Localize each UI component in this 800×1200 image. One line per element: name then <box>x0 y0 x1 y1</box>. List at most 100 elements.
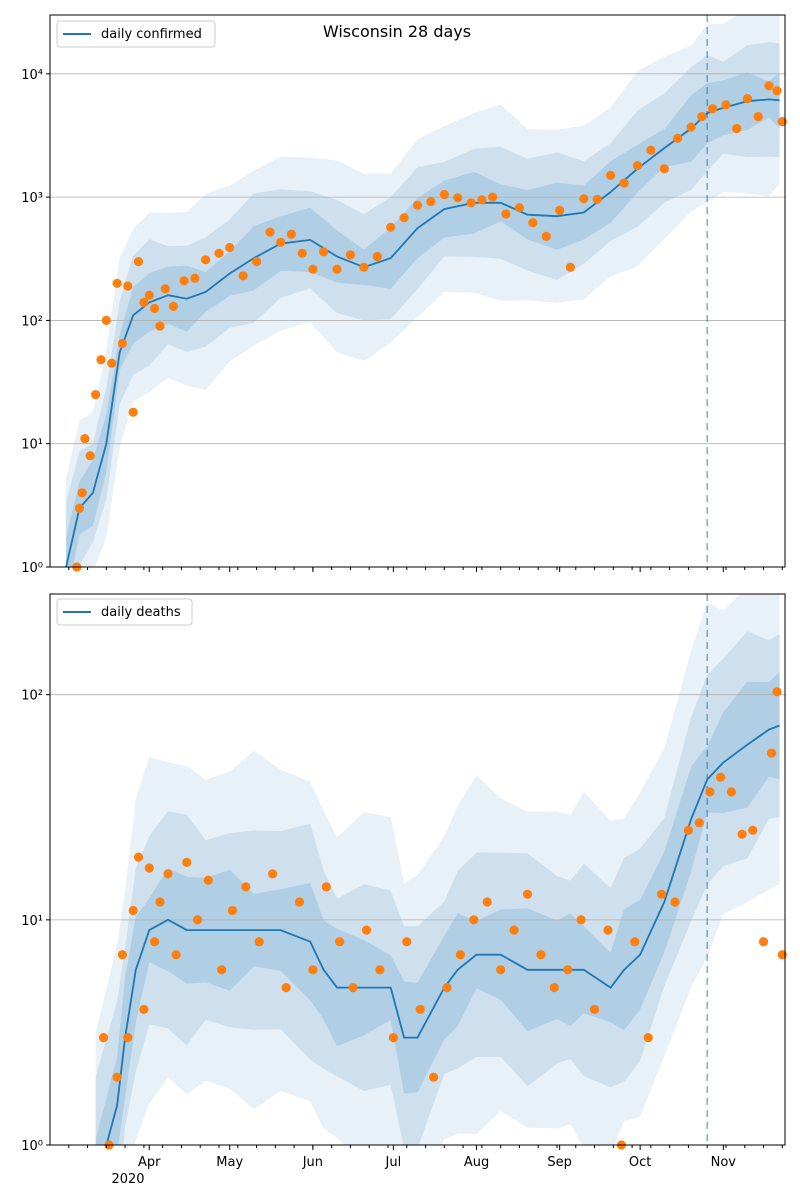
x-year-label: 2020 <box>111 1172 144 1187</box>
observed-point <box>767 748 777 758</box>
observed-point <box>74 503 85 513</box>
deaths-legend: daily deaths <box>56 598 193 626</box>
confirmed-legend-label: daily confirmed <box>101 27 202 42</box>
observed-point <box>107 358 117 368</box>
x-tick-label: May <box>216 1155 243 1170</box>
observed-point <box>496 965 506 975</box>
deaths-legend-box <box>56 598 193 626</box>
x-tick-label: Oct <box>629 1155 651 1170</box>
observed-point <box>541 231 551 241</box>
observed-point <box>753 112 763 122</box>
observed-point <box>375 965 385 975</box>
observed-point <box>579 194 589 204</box>
observed-point <box>80 434 90 444</box>
confirmed-axes-frame <box>49 14 786 568</box>
deaths-series-line <box>105 724 780 1145</box>
x-tick-label: Aug <box>464 1155 489 1170</box>
observed-point <box>190 273 200 283</box>
observed-point <box>155 897 165 907</box>
observed-point <box>522 889 533 899</box>
observed-point <box>150 937 160 947</box>
observed-point <box>268 869 278 879</box>
confirmed-x-ticks <box>68 567 783 572</box>
observed-point <box>361 925 372 935</box>
confirmed-y-ticks: 10⁰ 10¹ 10² 10³ 10⁴ <box>21 68 50 576</box>
observed-point <box>777 950 787 960</box>
observed-point <box>163 869 173 879</box>
uncertainty-band <box>66 42 780 567</box>
observed-point <box>241 882 251 892</box>
observed-point <box>686 122 696 132</box>
chart-title: Wisconsin 28 days <box>323 22 471 41</box>
observed-point <box>286 229 296 239</box>
observed-point <box>99 1033 109 1043</box>
observed-point <box>139 1004 149 1015</box>
observed-point <box>589 1004 600 1015</box>
observed-point <box>737 829 747 839</box>
deaths-x-ticks: Apr May Jun Jul Aug Sep Oct Nov <box>68 1145 783 1170</box>
observed-point <box>139 297 149 307</box>
observed-point <box>144 863 154 873</box>
observed-point <box>294 897 305 907</box>
y-tick-label: 10⁴ <box>21 68 43 83</box>
observed-point <box>563 965 573 975</box>
y-tick-label: 10³ <box>21 191 43 206</box>
y-tick-label: 10⁰ <box>21 1139 43 1154</box>
observed-point <box>345 250 355 260</box>
observed-point <box>455 950 465 960</box>
observed-point <box>359 262 369 272</box>
x-tick-label: Jul <box>385 1155 402 1170</box>
y-tick-label: 10¹ <box>21 914 43 929</box>
observed-point <box>442 983 452 993</box>
observed-point <box>238 271 248 281</box>
observed-point <box>549 983 559 993</box>
observed-point <box>412 200 423 210</box>
observed-point <box>466 198 476 208</box>
deaths-y-ticks: 10⁰ 10¹ 10² <box>21 689 50 1154</box>
observed-point <box>477 195 487 205</box>
observed-point <box>619 178 629 188</box>
x-tick-label: Sep <box>547 1155 572 1170</box>
observed-point <box>123 281 133 291</box>
observed-point <box>214 248 224 258</box>
y-tick-label: 10² <box>21 314 43 329</box>
observed-point <box>514 203 525 213</box>
observed-point <box>171 950 181 960</box>
confirmed-panel: 10⁰ 10¹ 10² 10³ 10⁴ Wisconsin 28 days daily … <box>21 14 787 576</box>
observed-point <box>227 905 237 916</box>
observed-point <box>133 852 144 862</box>
observed-point <box>281 983 291 993</box>
observed-point <box>576 915 586 925</box>
observed-point <box>112 278 122 288</box>
observed-point <box>133 257 144 267</box>
observed-point <box>509 925 519 935</box>
observed-point <box>225 242 235 253</box>
observed-point <box>265 227 275 237</box>
observed-point <box>168 301 178 311</box>
deaths-legend-label: daily deaths <box>101 605 181 620</box>
observed-point <box>488 192 498 202</box>
observed-point <box>201 255 211 265</box>
confirmed-observed-points <box>72 81 787 572</box>
observed-point <box>77 488 87 498</box>
observed-point <box>426 197 436 207</box>
observed-point <box>91 390 101 400</box>
observed-point <box>439 189 449 200</box>
observed-point <box>777 117 787 127</box>
observed-point <box>117 950 127 960</box>
observed-point <box>335 937 345 947</box>
observed-point <box>372 251 382 262</box>
observed-point <box>726 787 737 797</box>
observed-point <box>429 1072 439 1082</box>
y-tick-label: 10¹ <box>21 438 43 453</box>
observed-point <box>673 133 683 143</box>
observed-point <box>348 983 358 993</box>
uncertainty-band <box>95 594 780 1145</box>
observed-point <box>144 290 154 300</box>
confirmed-series-line <box>65 98 780 567</box>
observed-point <box>203 875 213 885</box>
observed-point <box>297 248 307 258</box>
observed-point <box>764 81 774 91</box>
observed-point <box>632 161 643 171</box>
observed-point <box>128 407 138 417</box>
